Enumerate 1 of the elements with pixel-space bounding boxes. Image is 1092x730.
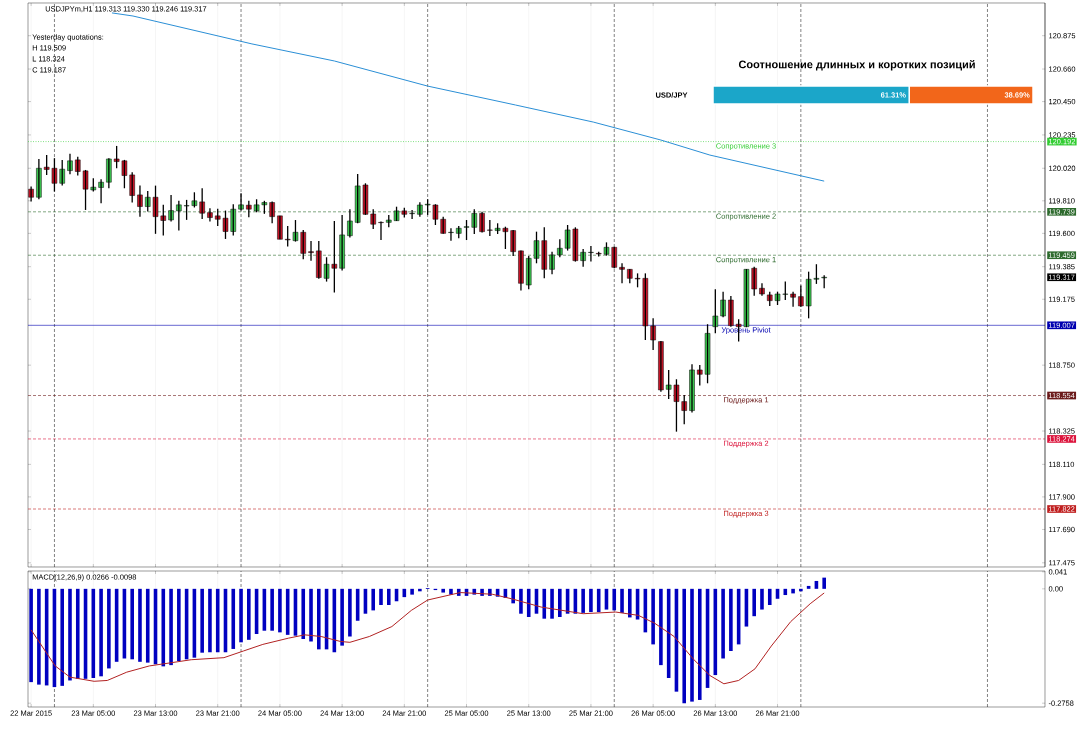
chart-title: Соотношение длинных и коротких позиций	[738, 60, 975, 71]
